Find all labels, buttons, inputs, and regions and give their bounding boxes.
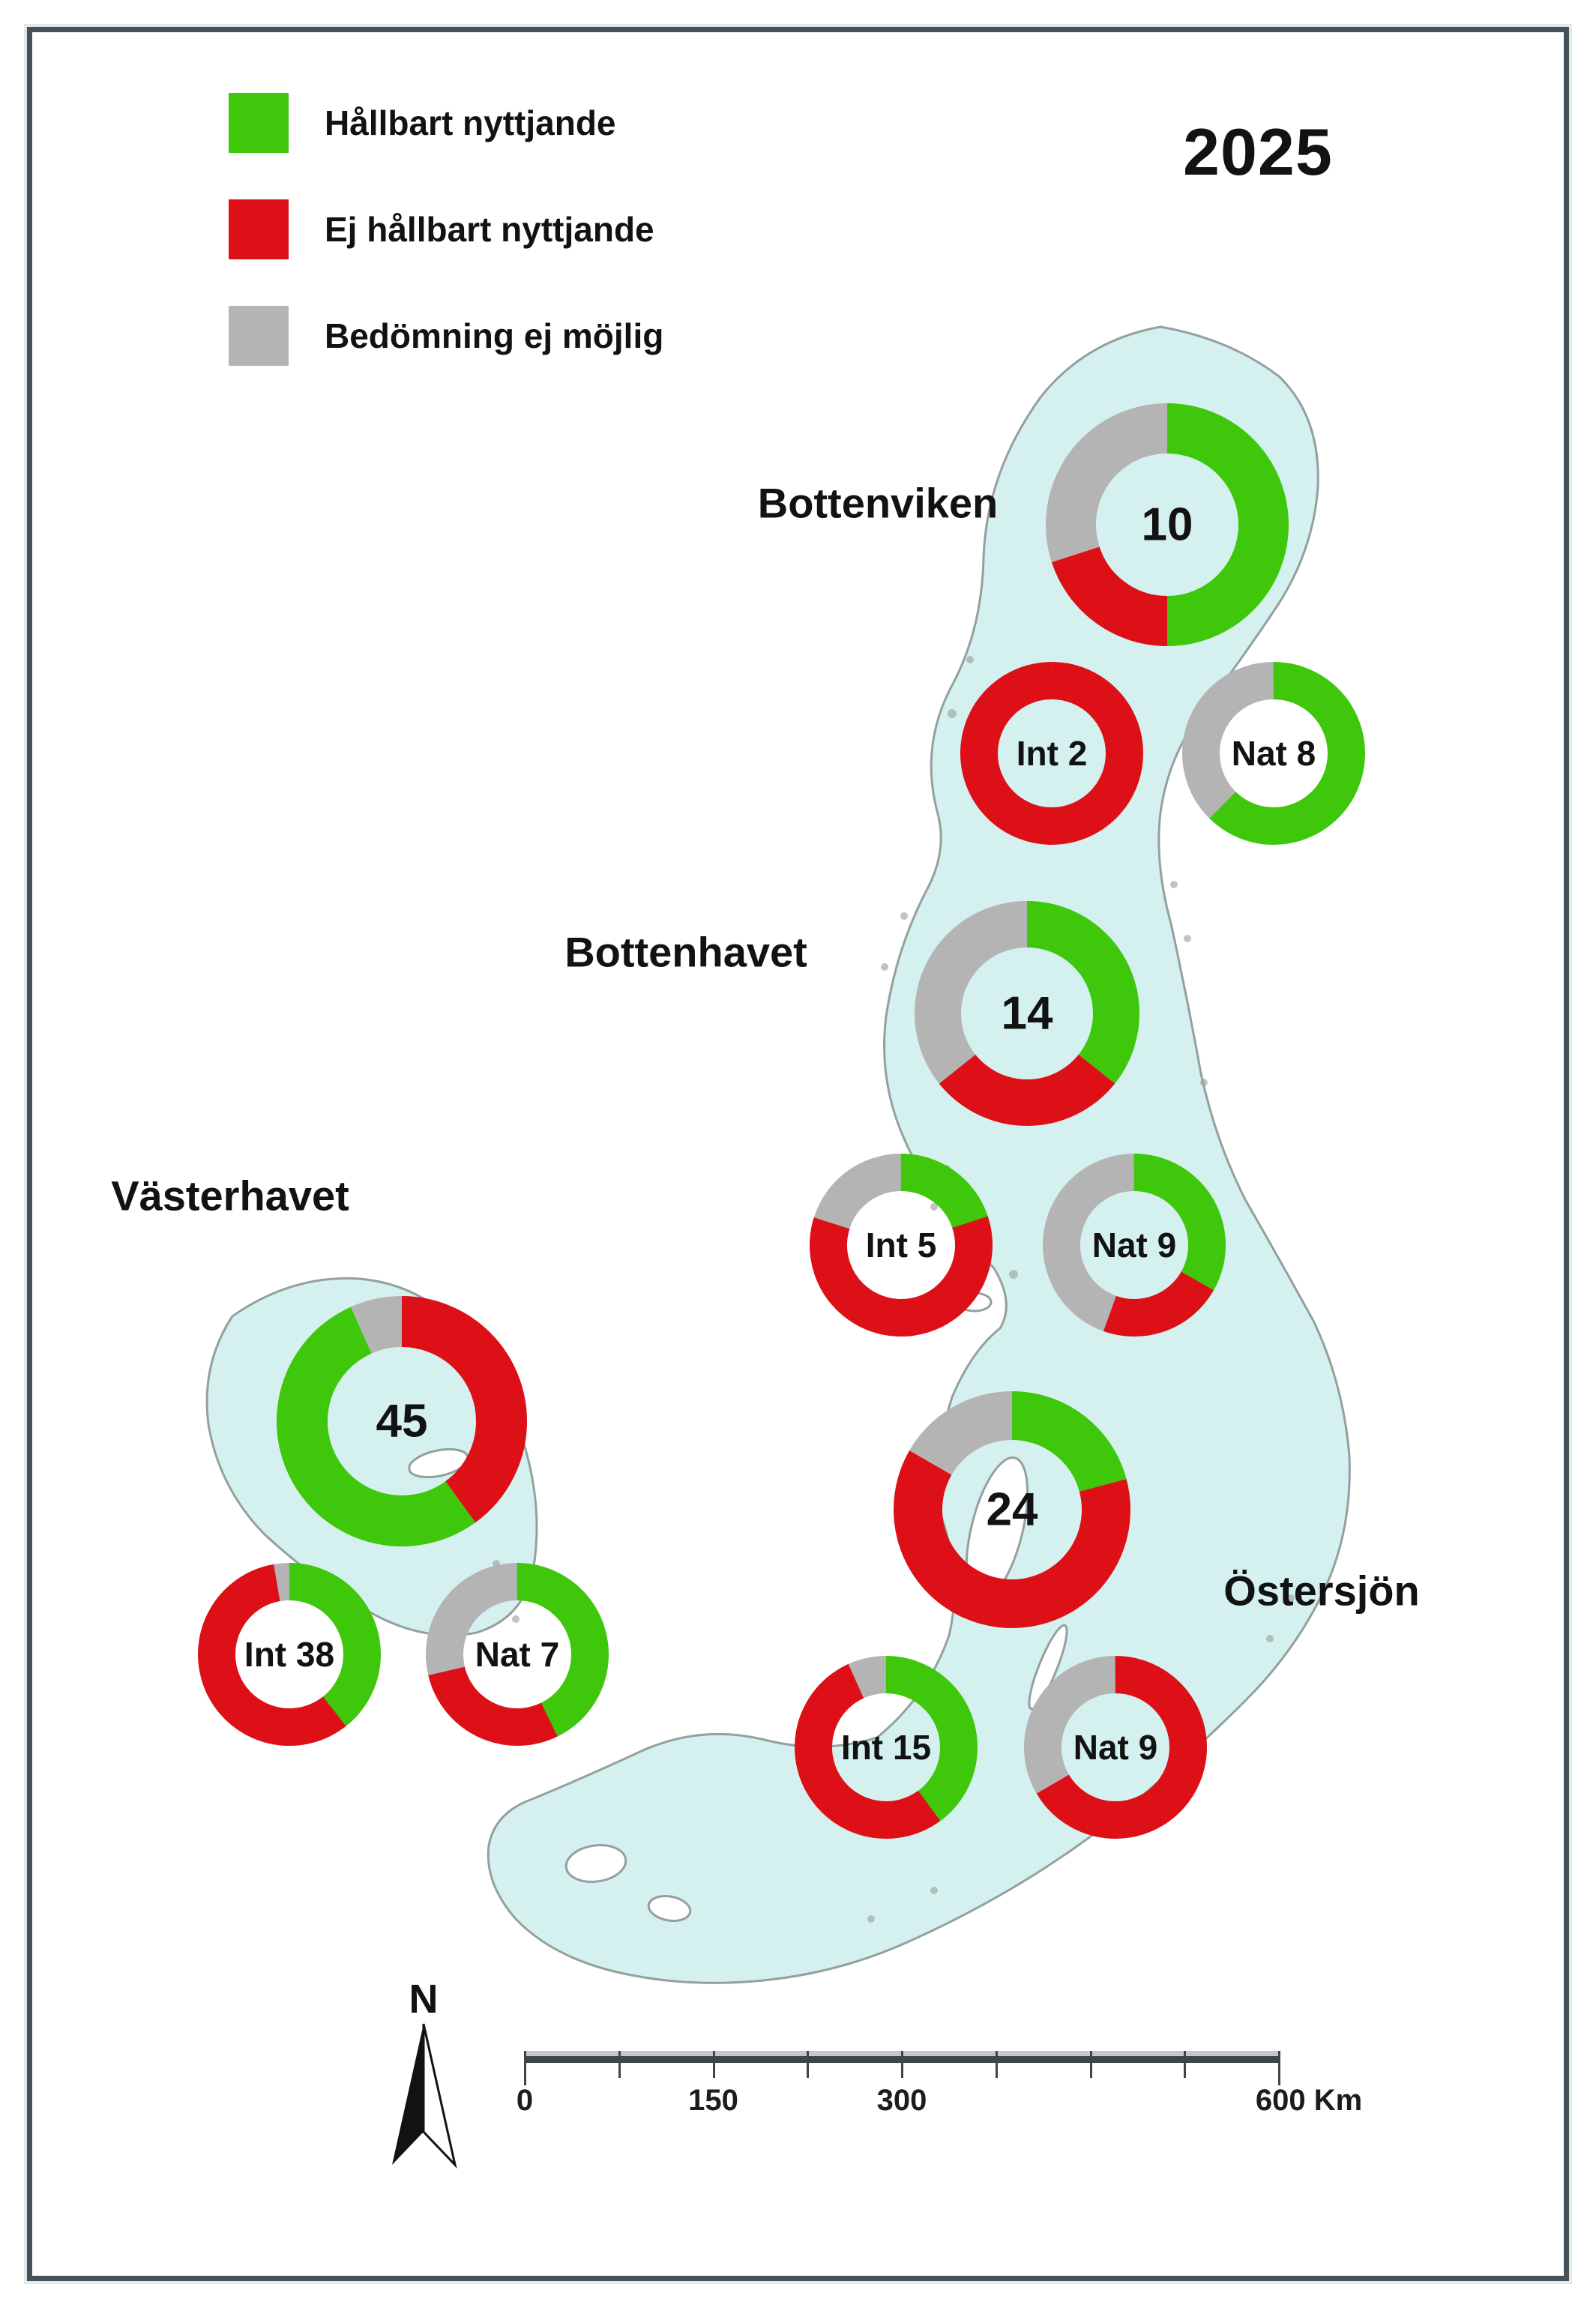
region-label-bottenviken: Bottenviken [757,479,999,527]
donut-segment-gray [795,1656,978,1839]
scale-tick [524,2051,526,2085]
donut-segment-red [1046,403,1289,646]
legend-item-not-assessable: Bedömning ej möjlig [229,306,663,366]
donut-value-label: 24 [986,1483,1038,1536]
donut-chart-24 [894,1391,1131,1628]
scale-tick [995,2051,998,2078]
donut-segment-green [1046,403,1289,646]
north-arrow-icon [392,2023,457,2169]
donut-value-label: Nat 9 [1091,1226,1177,1265]
legend-swatch-green [229,93,289,153]
donut-segment-gray [277,1296,527,1546]
donut-segment-red [277,1296,527,1546]
donut-segment-red [426,1563,609,1746]
donut-chart-10 [1046,403,1289,646]
region-label-bottenhavet: Bottenhavet [564,928,807,976]
donut-segment-red [795,1656,978,1839]
legend-swatch-gray [229,306,289,366]
scale-tick [1184,2051,1187,2078]
donut-segment-gray [894,1391,1131,1628]
donut-segment-gray [1046,403,1289,646]
scale-tick [618,2051,621,2078]
scale-tick [712,2051,715,2078]
donut-segment-green [915,901,1139,1126]
scale-tick [807,2051,810,2078]
donut-segment-gray [1182,662,1365,845]
donut-chart-int-15 [795,1656,978,1839]
donut-chart-nat-9 [1024,1656,1207,1839]
legend-label: Ej hållbart nyttjande [325,210,654,249]
donut-value-label: Nat 8 [1231,734,1316,773]
donut-value-label: Int 5 [865,1226,937,1265]
scale-tick [1089,2051,1092,2078]
legend-swatch-red [229,199,289,259]
legend-label: Bedömning ej möjlig [325,316,664,355]
island-danish-1 [564,1844,627,1883]
donut-segment-red [960,662,1143,845]
donut-segment-green [795,1656,978,1839]
donut-segment-red [915,901,1139,1126]
legend-label: Hållbart nyttjande [325,103,616,142]
region-label-västerhavet: Västerhavet [111,1172,349,1220]
donut-segment-gray [1024,1656,1207,1839]
year-title: 2025 [1183,115,1333,189]
scale-tick [901,2051,903,2078]
island-oland [1028,1624,1068,1711]
north-label: N [409,1977,439,2022]
donut-chart-nat-7 [426,1563,609,1746]
legend-item-sustainable: Hållbart nyttjande [229,93,616,153]
region-label-östersjön: Östersjön [1223,1567,1420,1615]
donut-chart-int-2 [960,662,1143,845]
scale-label-300: 300 [876,2084,927,2117]
legend-item-unsustainable: Ej hållbart nyttjande [229,199,654,259]
donut-segment-red [810,1154,993,1337]
donut-chart-45 [277,1296,527,1546]
donut-value-label: 45 [376,1395,428,1447]
scale-tick [1278,2051,1280,2085]
scale-label-150: 150 [688,2084,738,2117]
donut-chart-14 [915,901,1139,1126]
island-danish-2 [647,1895,692,1922]
scale-label-600-km: 600 Km [1255,2084,1363,2117]
donut-chart-nat-8 [1182,662,1365,845]
donut-value-label: Int 38 [244,1635,335,1674]
donut-value-label: Int 15 [840,1728,932,1767]
donut-segment-green [198,1563,381,1746]
donut-value-label: Nat 9 [1073,1728,1158,1767]
donut-chart-nat-9 [1043,1154,1226,1337]
archipelago-specks [493,656,1295,1923]
donut-chart-int-38 [198,1563,381,1747]
donut-segment-green [277,1296,527,1546]
donut-value-label: 10 [1141,498,1193,551]
donut-chart-int-5 [810,1154,993,1337]
scale-label-0: 0 [516,2084,534,2117]
donut-segment-gray [426,1563,609,1746]
donut-segment-green [426,1563,609,1746]
donut-value-label: Nat 7 [475,1635,560,1674]
donut-value-label: Int 2 [1016,734,1088,773]
donut-value-label: 14 [1001,987,1053,1040]
donut-segment-red [1024,1656,1207,1839]
